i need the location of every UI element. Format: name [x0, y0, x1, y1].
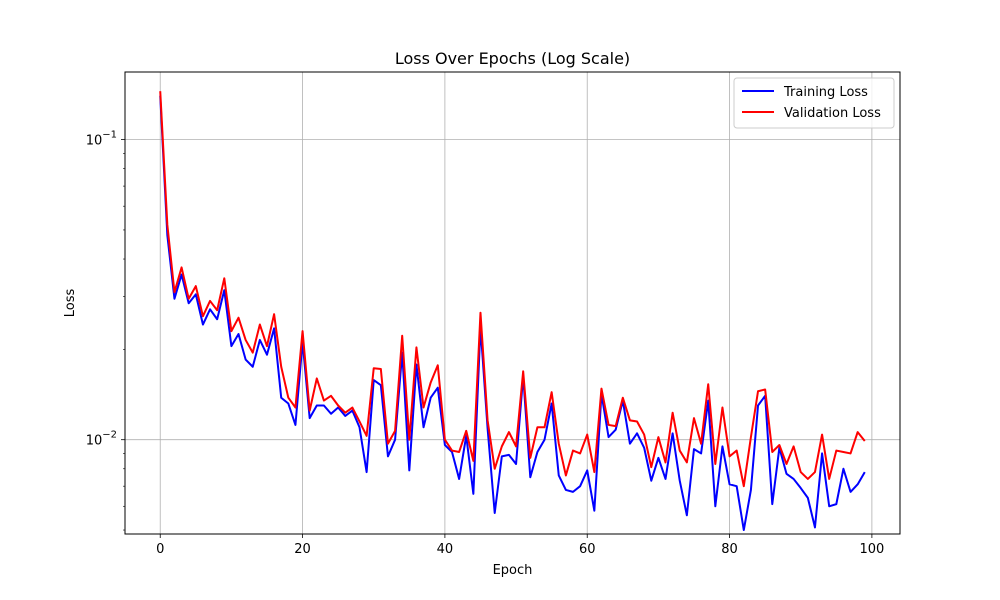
series-lines — [159, 91, 866, 532]
plot-frame — [124, 71, 901, 535]
legend-label-training: Training Loss — [783, 85, 868, 100]
x-tick-label: 40 — [437, 542, 454, 557]
training-loss-line — [159, 95, 866, 532]
x-tick-label: 0 — [156, 542, 164, 557]
axis-ticks: 0 20 40 60 80 100 10−2 10−1 — [86, 130, 885, 557]
y-tick-label: 10−2 — [86, 430, 117, 449]
chart-title: Loss Over Epochs (Log Scale) — [395, 49, 630, 68]
x-tick-label: 20 — [294, 542, 311, 557]
validation-loss-line — [159, 91, 866, 488]
x-tick-label: 100 — [859, 542, 884, 557]
y-axis-label: Loss — [63, 289, 78, 318]
x-tick-label: 60 — [579, 542, 596, 557]
x-tick-label: 80 — [721, 542, 738, 557]
legend-label-validation: Validation Loss — [784, 106, 881, 121]
x-axis-label: Epoch — [493, 563, 533, 578]
y-tick-label: 10−1 — [86, 130, 117, 149]
legend: Training Loss Validation Loss — [733, 77, 895, 129]
